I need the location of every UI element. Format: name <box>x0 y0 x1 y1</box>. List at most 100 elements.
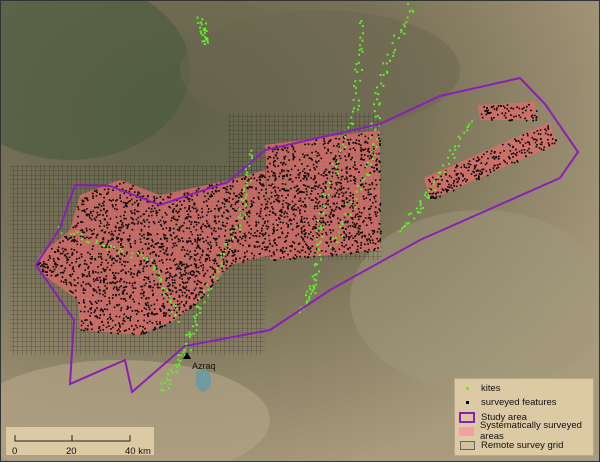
surveyed-feature <box>268 175 271 178</box>
surveyed-feature <box>445 188 448 191</box>
kite <box>309 288 312 291</box>
surveyed-feature <box>161 305 164 307</box>
study-area-boundary <box>34 76 580 394</box>
surveyed-feature <box>103 196 105 199</box>
surveyed-feature <box>107 191 110 194</box>
surveyed-feature <box>354 142 356 144</box>
surveyed-feature <box>327 245 330 247</box>
surveyed-feature <box>94 315 97 318</box>
surveyed-feature <box>335 172 337 175</box>
surveyed-feature <box>172 217 175 220</box>
surveyed-feature <box>321 203 324 206</box>
surveyed-feature <box>320 211 323 214</box>
surveyed-feature <box>159 224 162 226</box>
legend-item-remote-grid: Remote survey grid <box>455 438 563 452</box>
kite <box>168 295 171 298</box>
surveyed-feature <box>259 232 261 234</box>
surveyed-feature <box>156 284 159 286</box>
surveyed-feature <box>272 172 275 174</box>
surveyed-feature <box>270 191 273 194</box>
kite <box>113 246 116 248</box>
surveyed-feature <box>139 271 141 274</box>
surveyed-feature <box>320 250 323 252</box>
surveyed-feature <box>378 228 380 230</box>
surveyed-feature <box>353 176 355 178</box>
surveyed-feature <box>214 220 217 222</box>
surveyed-feature <box>300 249 303 252</box>
surveyed-feature <box>39 265 42 268</box>
kite <box>351 110 354 113</box>
surveyed-feature <box>331 253 334 256</box>
surveyed-feature <box>116 260 118 262</box>
surveyed-feature <box>109 316 111 318</box>
surveyed-feature <box>92 210 95 213</box>
surveyed-feature <box>119 226 122 229</box>
surveyed-feature <box>72 291 74 294</box>
surveyed-feature <box>172 227 175 230</box>
surveyed-feature <box>103 269 105 271</box>
surveyed-feature <box>444 188 447 191</box>
surveyed-feature <box>153 283 156 286</box>
surveyed-feature <box>329 238 332 241</box>
surveyed-feature <box>150 304 153 307</box>
surveyed-feature <box>161 293 164 296</box>
surveyed-feature <box>358 134 360 137</box>
surveyed-feature <box>360 150 363 152</box>
kite <box>356 71 359 73</box>
kite <box>171 371 174 374</box>
kite <box>389 59 391 62</box>
surveyed-feature <box>56 264 59 266</box>
surveyed-feature <box>153 198 156 200</box>
kite <box>357 61 360 64</box>
surveyed-feature <box>100 253 102 255</box>
surveyed-feature <box>183 193 186 196</box>
surveyed-feature <box>193 225 195 228</box>
surveyed-feature <box>226 247 229 249</box>
surveyed-feature <box>325 250 327 253</box>
surveyed-feature <box>310 187 313 189</box>
surveyed-feature <box>184 274 187 276</box>
surveyed-feature <box>174 263 176 266</box>
surveyed-feature <box>450 184 453 187</box>
surveyed-feature <box>317 172 320 175</box>
surveyed-feature <box>264 238 266 240</box>
kite <box>402 23 405 26</box>
surveyed-feature <box>137 271 139 273</box>
surveyed-feature <box>456 165 459 167</box>
surveyed-feature <box>274 148 276 151</box>
surveyed-feature <box>213 215 216 217</box>
surveyed-feature <box>469 163 472 166</box>
surveyed-feature <box>122 317 125 320</box>
surveyed-feature <box>170 304 173 306</box>
kite <box>336 160 339 163</box>
kite <box>466 129 469 132</box>
surveyed-feature <box>89 275 91 277</box>
kite <box>468 123 471 126</box>
kite <box>454 145 456 148</box>
surveyed-feature <box>148 285 150 288</box>
surveyed-feature <box>148 225 150 228</box>
surveyed-feature <box>437 191 439 194</box>
kite <box>170 310 173 313</box>
surveyed-feature <box>226 209 229 212</box>
kite <box>360 47 363 50</box>
surveyed-feature <box>298 159 301 161</box>
surveyed-feature <box>364 250 366 252</box>
surveyed-feature <box>157 204 159 207</box>
surveyed-feature <box>173 275 176 278</box>
surveyed-feature <box>337 177 340 179</box>
surveyed-feature <box>283 161 285 164</box>
surveyed-feature <box>264 249 267 251</box>
surveyed-feature <box>130 216 132 219</box>
surveyed-feature <box>79 310 82 313</box>
surveyed-feature <box>171 290 174 293</box>
surveyed-feature <box>41 268 44 270</box>
surveyed-feature <box>207 198 210 200</box>
surveyed-feature <box>115 216 118 218</box>
surveyed-feature <box>532 138 535 141</box>
surveyed-feature <box>283 188 285 191</box>
surveyed-feature <box>176 311 178 314</box>
surveyed-feature <box>64 236 66 238</box>
surveyed-feature <box>206 205 209 207</box>
kite <box>169 299 172 302</box>
